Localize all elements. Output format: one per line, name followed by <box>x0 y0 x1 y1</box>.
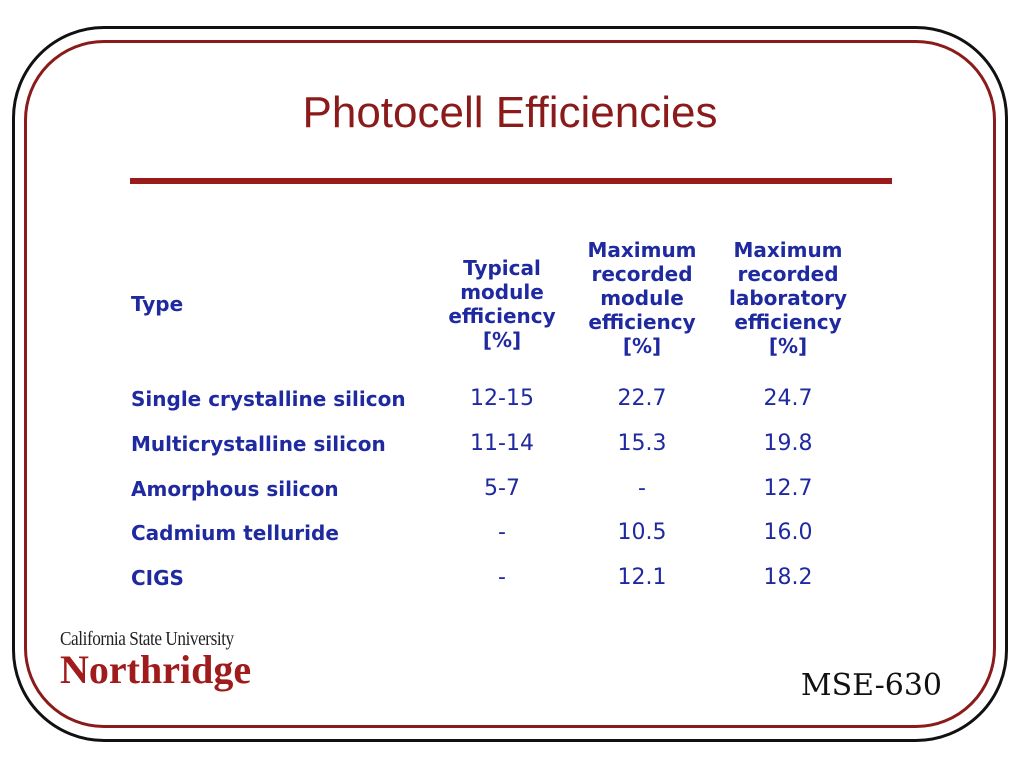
header-line: module <box>460 280 544 304</box>
header-line: Maximum <box>733 238 843 262</box>
cell-typical: 11-14 <box>470 431 534 456</box>
header-line: recorded <box>591 262 693 286</box>
cell-max-lab: 24.7 <box>763 386 813 411</box>
header-line: Maximum <box>587 238 697 262</box>
cell-max-lab: 16.0 <box>763 520 813 545</box>
slide-inner-frame <box>24 40 996 728</box>
header-line: [%] <box>482 328 522 352</box>
header-line: Typical <box>463 256 541 280</box>
header-type-line: Type <box>131 292 184 316</box>
cell-typical: - <box>498 520 506 545</box>
header-typical-efficiency: Typical module efficiency [%] <box>432 256 572 352</box>
logo-campus-name: Northridge <box>60 647 252 692</box>
title-underline <box>130 178 892 184</box>
header-line: efficiency <box>448 304 556 328</box>
header-max-lab-efficiency: Maximum recorded laboratory efficiency [… <box>716 238 860 358</box>
slide-title: Photocell Efficiencies <box>302 88 718 137</box>
row-type-label: Multicrystalline silicon <box>131 432 386 456</box>
cell-max-module: 15.3 <box>617 431 667 456</box>
row-type-label: Cadmium telluride <box>131 521 339 545</box>
university-logo: California State University Northridge <box>60 628 262 690</box>
row-type-label: Single crystalline silicon <box>131 387 406 411</box>
cell-typical: 5-7 <box>484 476 520 501</box>
cell-max-module: 10.5 <box>617 520 667 545</box>
logo-university-name: California State University <box>60 628 234 650</box>
header-line: efficiency <box>588 310 696 334</box>
slide-outer-frame <box>12 26 1008 742</box>
cell-max-module: 22.7 <box>617 386 667 411</box>
cell-max-lab: 12.7 <box>763 476 813 501</box>
cell-typical: 12-15 <box>470 386 534 411</box>
cell-typical: - <box>498 565 506 590</box>
cell-max-lab: 18.2 <box>763 565 813 590</box>
cell-max-module: - <box>638 476 646 501</box>
header-type: Type <box>131 292 183 316</box>
header-line: [%] <box>622 334 662 358</box>
header-line: laboratory <box>729 286 847 310</box>
header-line: recorded <box>737 262 839 286</box>
cell-max-lab: 19.8 <box>763 431 813 456</box>
header-line: efficiency <box>734 310 842 334</box>
header-line: [%] <box>768 334 808 358</box>
row-type-label: CIGS <box>131 566 184 590</box>
header-line: module <box>600 286 684 310</box>
course-code: MSE-630 <box>800 668 942 703</box>
cell-max-module: 12.1 <box>617 565 667 590</box>
header-max-module-efficiency: Maximum recorded module efficiency [%] <box>572 238 712 358</box>
row-type-label: Amorphous silicon <box>131 477 339 501</box>
